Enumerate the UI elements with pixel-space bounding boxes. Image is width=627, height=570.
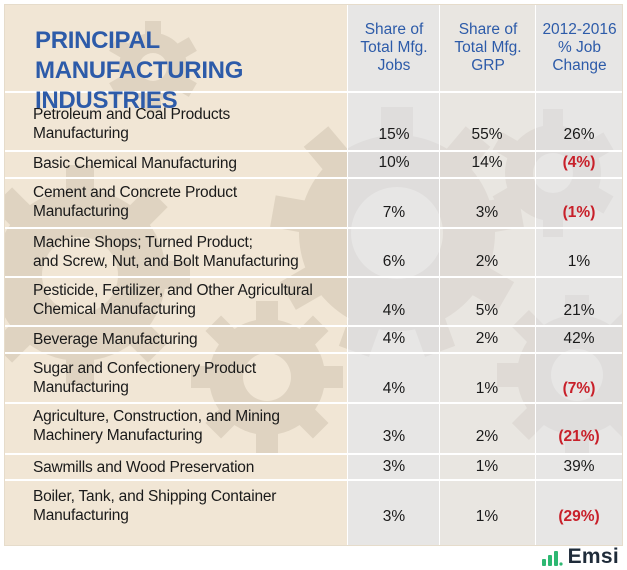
industry-line: Chemical Manufacturing: [33, 301, 196, 318]
row-divider: [5, 325, 622, 327]
row-divider: [5, 91, 622, 93]
jobs-share: 3%: [382, 458, 406, 475]
row-divider: [5, 177, 622, 179]
row-divider: [5, 402, 622, 404]
header-change: 2012-2016 % Job Change: [535, 21, 622, 75]
row-divider: [5, 479, 622, 481]
industry-line: Machine Shops; Turned Product;: [33, 234, 253, 251]
industry-line: Manufacturing: [33, 203, 129, 220]
emsi-logo: Emsi: [541, 545, 619, 568]
industry-line: Petroleum and Coal Products: [33, 106, 231, 123]
job-change: (7%): [562, 380, 596, 397]
row-divider: [5, 453, 622, 455]
column-divider: [347, 5, 348, 545]
job-change: 26%: [563, 126, 595, 143]
industry-name: Agriculture, Construction, and Mining Ma…: [33, 407, 343, 445]
page-title: PRINCIPAL MANUFACTURING INDUSTRIES: [35, 27, 244, 114]
job-change: 21%: [563, 302, 595, 319]
industry-line: Manufacturing: [33, 379, 129, 396]
industry-name: Machine Shops; Turned Product; and Screw…: [33, 233, 343, 271]
industry-line: Basic Chemical Manufacturing: [33, 155, 237, 172]
industry-line: Agriculture, Construction, and Mining: [33, 408, 280, 425]
column-band-grp: [439, 5, 535, 545]
row-divider: [5, 276, 622, 278]
job-change: (21%): [558, 428, 600, 445]
jobs-share: 10%: [378, 154, 410, 171]
header-grp-line: GRP: [471, 57, 505, 74]
industry-line: Sawmills and Wood Preservation: [33, 459, 255, 476]
header-grp-line: Share of: [458, 21, 518, 38]
grp-share: 1%: [475, 508, 499, 525]
logo-text: Emsi: [567, 545, 619, 568]
header-jobs-line: Share of: [364, 21, 424, 38]
column-divider: [439, 5, 440, 545]
grp-share: 1%: [475, 458, 499, 475]
row-divider: [5, 150, 622, 152]
jobs-share: 7%: [382, 204, 406, 221]
column-divider: [535, 5, 536, 545]
jobs-share: 6%: [382, 253, 406, 270]
jobs-share: 4%: [382, 330, 406, 347]
jobs-share: 3%: [382, 508, 406, 525]
grp-share: 5%: [475, 302, 499, 319]
grp-share: 55%: [471, 126, 503, 143]
table-frame: PRINCIPAL MANUFACTURING INDUSTRIES Share…: [4, 4, 623, 546]
industry-line: Pesticide, Fertilizer, and Other Agricul…: [33, 282, 313, 299]
industry-name: Sugar and Confectionery Product Manufact…: [33, 359, 343, 397]
header-jobs-line: Total Mfg.: [360, 39, 428, 56]
job-change: 1%: [567, 253, 591, 270]
industry-line: Manufacturing: [33, 125, 129, 142]
industry-line: Machinery Manufacturing: [33, 427, 203, 444]
industry-name: Pesticide, Fertilizer, and Other Agricul…: [33, 281, 343, 319]
header-change-line: 2012-2016: [542, 21, 617, 38]
industry-line: Manufacturing: [33, 507, 129, 524]
jobs-share: 4%: [382, 380, 406, 397]
grp-share: 2%: [475, 330, 499, 347]
industry-line: Cement and Concrete Product: [33, 184, 237, 201]
industry-name: Petroleum and Coal Products Manufacturin…: [33, 105, 343, 143]
industry-line: Sugar and Confectionery Product: [33, 360, 256, 377]
industry-line: Beverage Manufacturing: [33, 331, 198, 348]
jobs-share: 4%: [382, 302, 406, 319]
grp-share: 14%: [471, 154, 503, 171]
industry-name: Basic Chemical Manufacturing: [33, 154, 343, 173]
header-grp: Share of Total Mfg. GRP: [441, 21, 535, 75]
grp-share: 2%: [475, 428, 499, 445]
header-jobs: Share of Total Mfg. Jobs: [349, 21, 439, 75]
header-change-line: Change: [552, 57, 607, 74]
industry-name: Sawmills and Wood Preservation: [33, 458, 343, 477]
grp-share: 1%: [475, 380, 499, 397]
jobs-share: 15%: [378, 126, 410, 143]
job-change: 42%: [563, 330, 595, 347]
industry-name: Cement and Concrete Product Manufacturin…: [33, 183, 343, 221]
header-jobs-line: Jobs: [377, 57, 411, 74]
industry-line: Boiler, Tank, and Shipping Container: [33, 488, 277, 505]
industry-line: and Screw, Nut, and Bolt Manufacturing: [33, 253, 299, 270]
row-divider: [5, 227, 622, 229]
job-change: (29%): [558, 508, 600, 525]
bar-chart-icon: [541, 551, 563, 566]
header-change-line: % Job: [557, 39, 602, 56]
industry-name: Boiler, Tank, and Shipping Container Man…: [33, 487, 343, 525]
column-band-change: [535, 5, 622, 545]
job-change: (1%): [562, 204, 596, 221]
grp-share: 3%: [475, 204, 499, 221]
job-change: (4%): [562, 154, 596, 171]
header-grp-line: Total Mfg.: [454, 39, 522, 56]
jobs-share: 3%: [382, 428, 406, 445]
grp-share: 2%: [475, 253, 499, 270]
industry-name: Beverage Manufacturing: [33, 330, 343, 349]
column-band-jobs: [347, 5, 439, 545]
row-divider: [5, 352, 622, 354]
job-change: 39%: [563, 458, 595, 475]
